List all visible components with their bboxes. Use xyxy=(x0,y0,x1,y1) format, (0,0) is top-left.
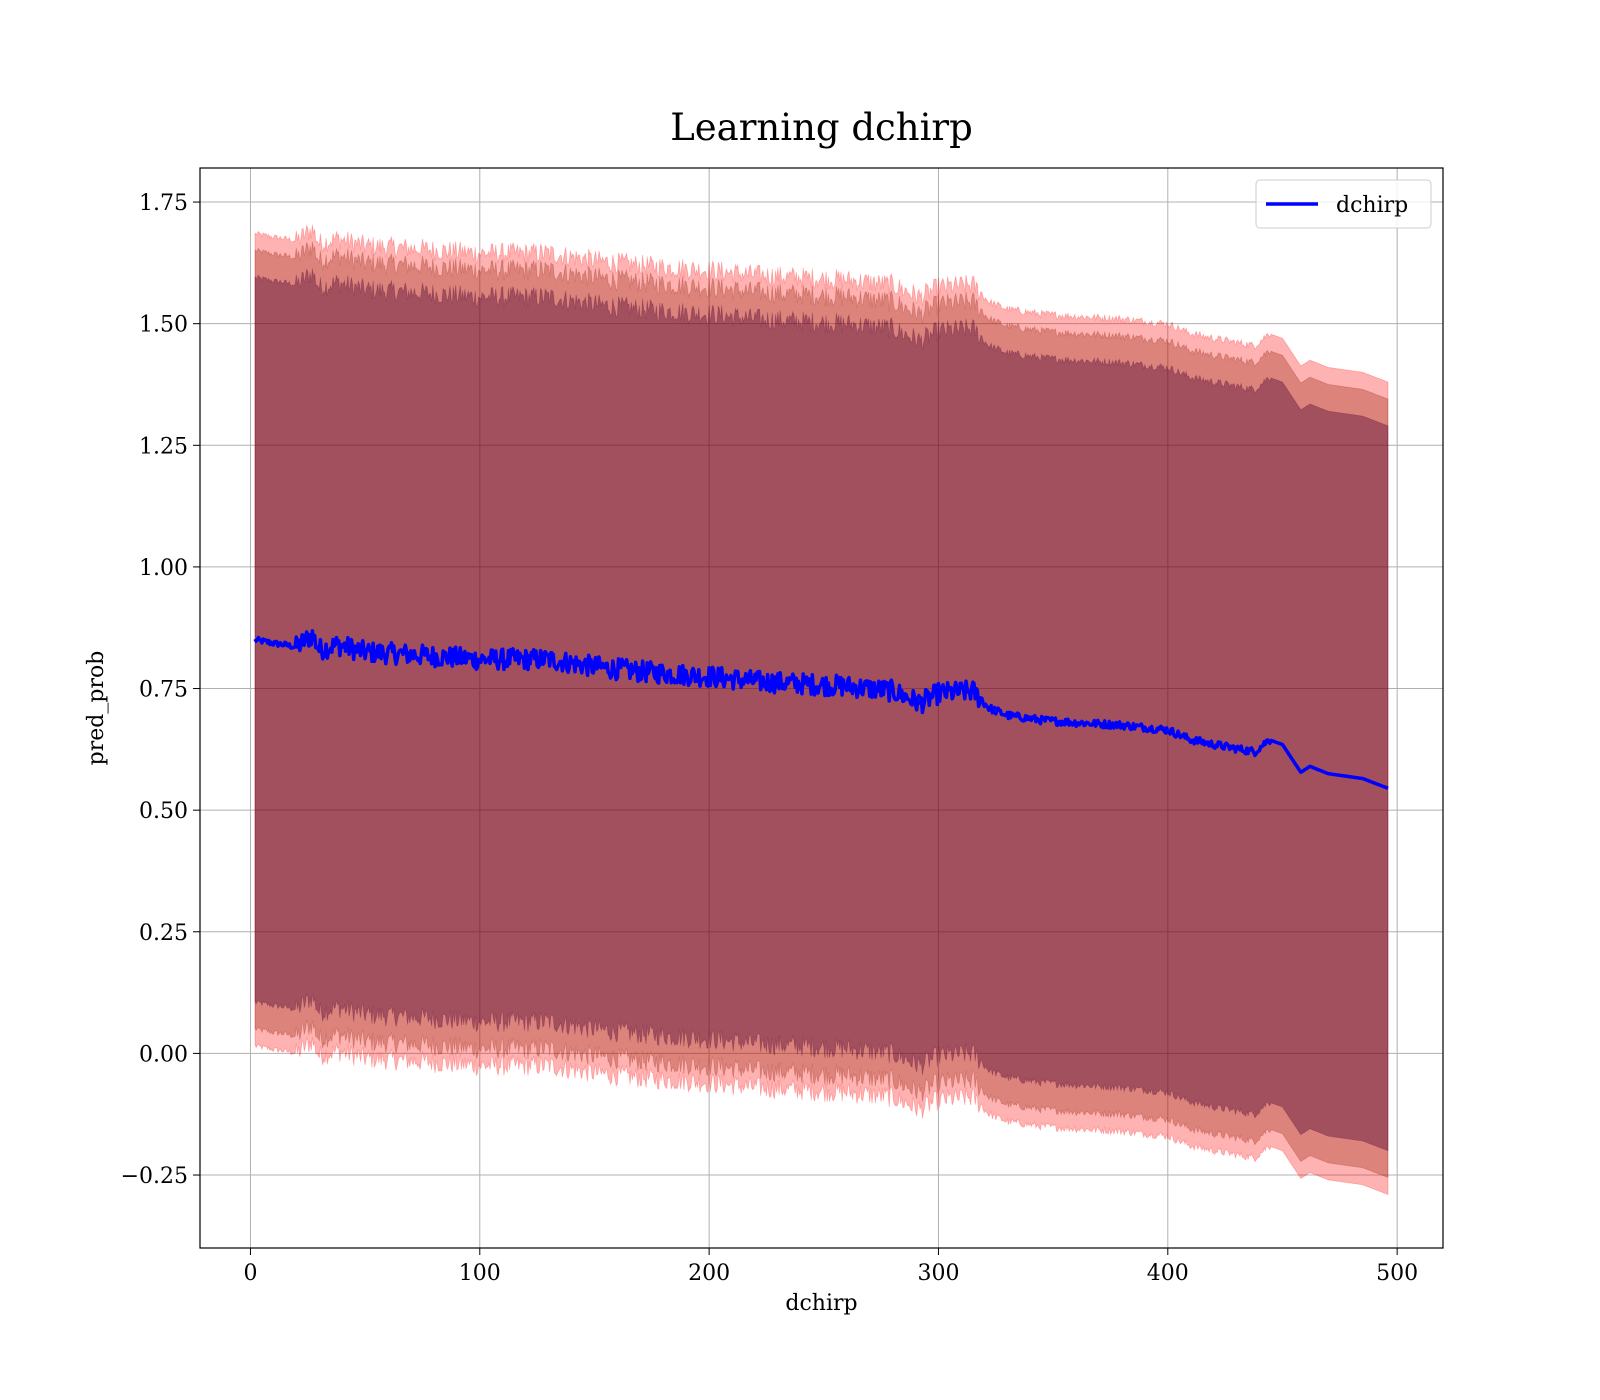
y-tick-label-7: 1.50 xyxy=(139,313,188,338)
y-tick-label-4: 0.75 xyxy=(139,678,188,703)
series-line-dchirp xyxy=(253,629,1389,790)
axis-ticks: 0 100 200 300 400 500 −0.25 0.00 0.25 0.50 0.75 1.0… xyxy=(121,191,1419,1286)
x-tick-label-5: 500 xyxy=(1376,1261,1418,1286)
grid xyxy=(200,168,1443,1248)
band-band_outer xyxy=(254,224,1389,1196)
x-tick-label-0: 0 xyxy=(243,1261,257,1286)
chart-title: Learning dchirp xyxy=(670,106,973,149)
y-tick-label-8: 1.75 xyxy=(139,191,188,216)
legend-box xyxy=(1255,179,1432,229)
confidence-bands xyxy=(254,224,1389,1196)
y-tick-label-1: 0.00 xyxy=(139,1042,188,1067)
y-axis-label: pred_prob xyxy=(84,651,109,766)
y-tick-label-5: 1.00 xyxy=(139,556,188,581)
x-axis-label: dchirp xyxy=(785,1291,857,1316)
series-lines xyxy=(253,629,1389,790)
y-tick-label-2: 0.25 xyxy=(139,921,188,946)
x-tick-label-2: 200 xyxy=(688,1261,730,1286)
x-tick-label-4: 400 xyxy=(1147,1261,1189,1286)
plot-frame xyxy=(199,167,1444,1249)
y-tick-label-3: 0.50 xyxy=(139,799,188,824)
y-tick-label-6: 1.25 xyxy=(139,434,188,459)
band-band_inner xyxy=(254,241,1389,1179)
legend: dchirp xyxy=(1255,179,1432,229)
x-tick-label-1: 100 xyxy=(459,1261,501,1286)
legend-label-dchirp: dchirp xyxy=(1336,193,1408,218)
band-band_core xyxy=(254,268,1389,1152)
y-tick-label-0: −0.25 xyxy=(121,1164,188,1189)
x-tick-label-3: 300 xyxy=(917,1261,959,1286)
